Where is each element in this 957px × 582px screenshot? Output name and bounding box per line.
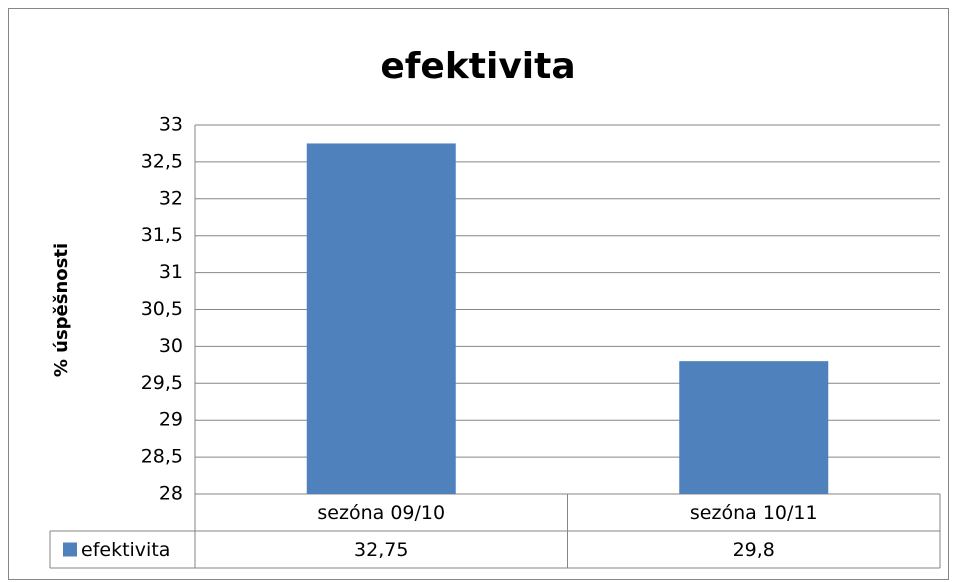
- y-tick-label: 29: [159, 409, 183, 431]
- legend-label: efektivita: [81, 539, 170, 561]
- bar: [679, 361, 829, 494]
- y-tick-label: 32: [159, 187, 183, 209]
- legend-swatch: [63, 542, 77, 557]
- y-tick-label: 30,5: [141, 298, 183, 320]
- y-tick-label: 31: [159, 261, 183, 283]
- y-tick-label: 29,5: [141, 372, 183, 394]
- y-tick-label: 30: [159, 335, 183, 357]
- x-tick-label: sezóna 09/10: [317, 502, 445, 524]
- y-tick-label: 28,5: [141, 446, 183, 468]
- y-tick-label: 33: [159, 114, 183, 136]
- x-tick-label: sezóna 10/11: [690, 502, 818, 524]
- y-axis-label: % úspěšnosti: [51, 243, 72, 377]
- chart-title: efektivita: [380, 46, 575, 87]
- y-tick-label: 31,5: [141, 224, 183, 246]
- data-label: 32,75: [354, 539, 408, 561]
- bar: [306, 143, 456, 494]
- y-tick-label: 28: [159, 483, 183, 505]
- data-label: 29,8: [733, 539, 775, 561]
- y-tick-label: 32,5: [141, 150, 183, 172]
